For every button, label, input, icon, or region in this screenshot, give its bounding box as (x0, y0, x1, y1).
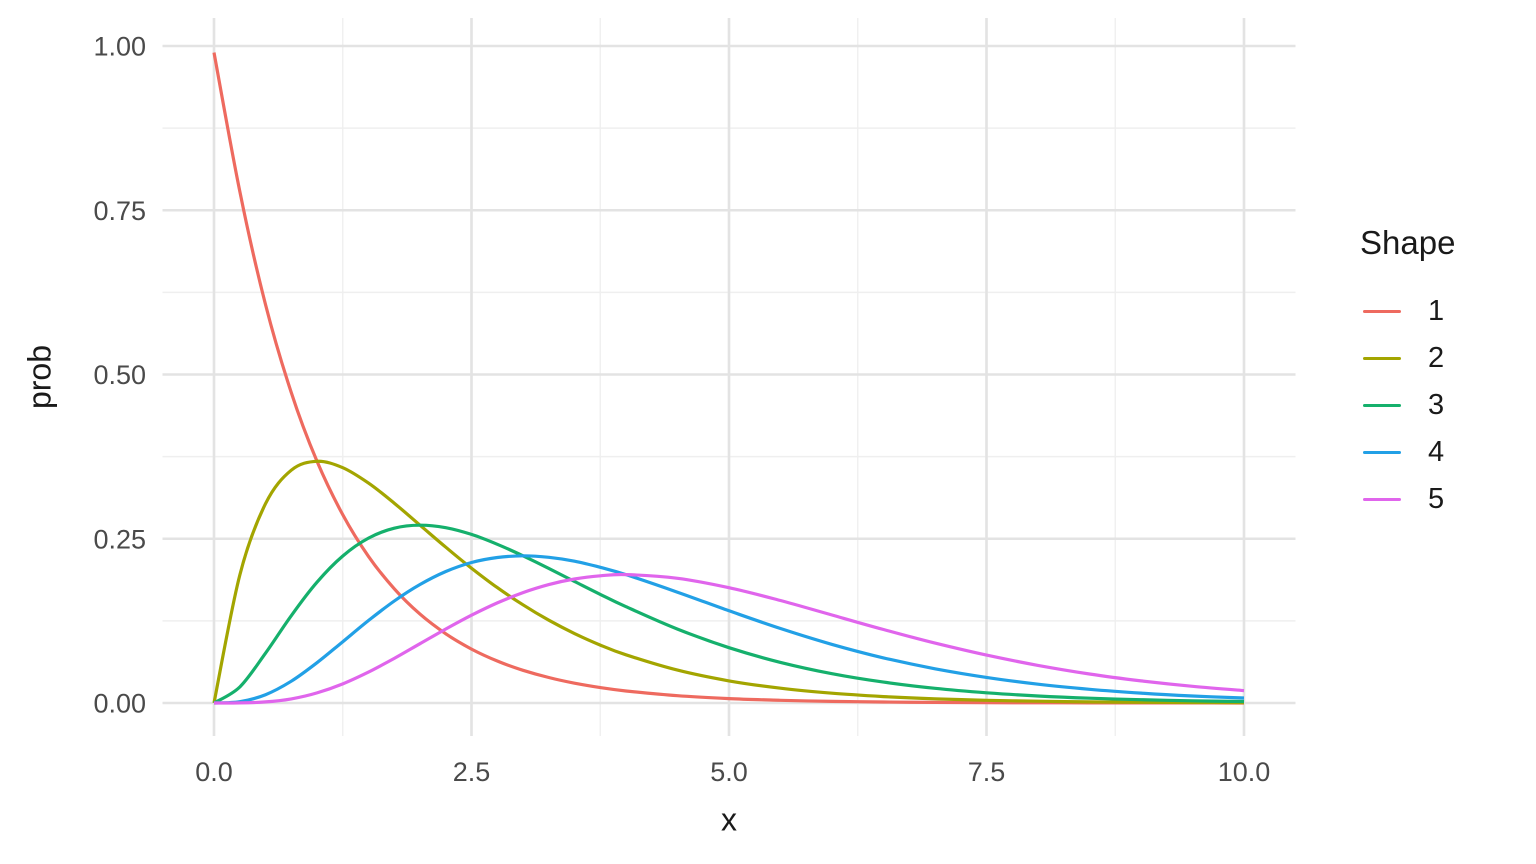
legend-line-swatch (1363, 356, 1401, 361)
y-tick-label: 0.75 (93, 196, 146, 226)
x-tick-label: 5.0 (710, 757, 748, 787)
legend-line-swatch (1363, 497, 1401, 502)
curve-shape-3 (213, 523, 1245, 705)
x-tick-label: 10.0 (1218, 757, 1271, 787)
density-curves (212, 52, 1245, 705)
legend-line-swatch (1363, 309, 1401, 314)
legend-label: 5 (1428, 482, 1445, 515)
legend-items: 1 2 3 4 5 (1360, 288, 1455, 523)
curve-shape-1 (212, 52, 1245, 705)
legend-line-swatch (1363, 450, 1401, 455)
legend-title: Shape (1360, 224, 1456, 261)
y-axis-title: prob (21, 344, 58, 410)
legend-item-shape-1: 1 (1360, 288, 1455, 335)
legend-line-swatch (1363, 403, 1401, 408)
legend-label: 4 (1428, 435, 1445, 468)
legend-item-shape-4: 4 (1360, 429, 1455, 476)
legend-item-shape-5: 5 (1360, 476, 1455, 523)
x-tick-label: 7.5 (968, 757, 1006, 787)
y-tick-label: 0.50 (93, 360, 146, 390)
legend-item-shape-3: 3 (1360, 382, 1455, 429)
y-tick-label: 0.25 (93, 524, 146, 554)
legend-label: 1 (1428, 294, 1445, 327)
x-axis-title: x (721, 801, 737, 838)
x-tick-label: 0.0 (195, 757, 233, 787)
y-tick-label: 1.00 (93, 32, 146, 62)
y-axis-tick-labels: 0.00 0.25 0.50 0.75 1.00 (93, 32, 146, 719)
grid-major-lines (162, 18, 1296, 736)
curve-shape-2 (212, 459, 1245, 705)
legend-label: 2 (1428, 341, 1445, 374)
curve-shape-4 (213, 554, 1245, 705)
legend-item-shape-2: 2 (1360, 335, 1455, 382)
legend: Shape 1 2 3 4 5 (1360, 224, 1455, 523)
x-axis-tick-labels: 0.0 2.5 5.0 7.5 10.0 (195, 757, 1270, 787)
curve-shape-5 (213, 572, 1245, 705)
x-tick-label: 2.5 (453, 757, 491, 787)
legend-label: 3 (1428, 388, 1445, 421)
y-tick-label: 0.00 (93, 689, 146, 719)
